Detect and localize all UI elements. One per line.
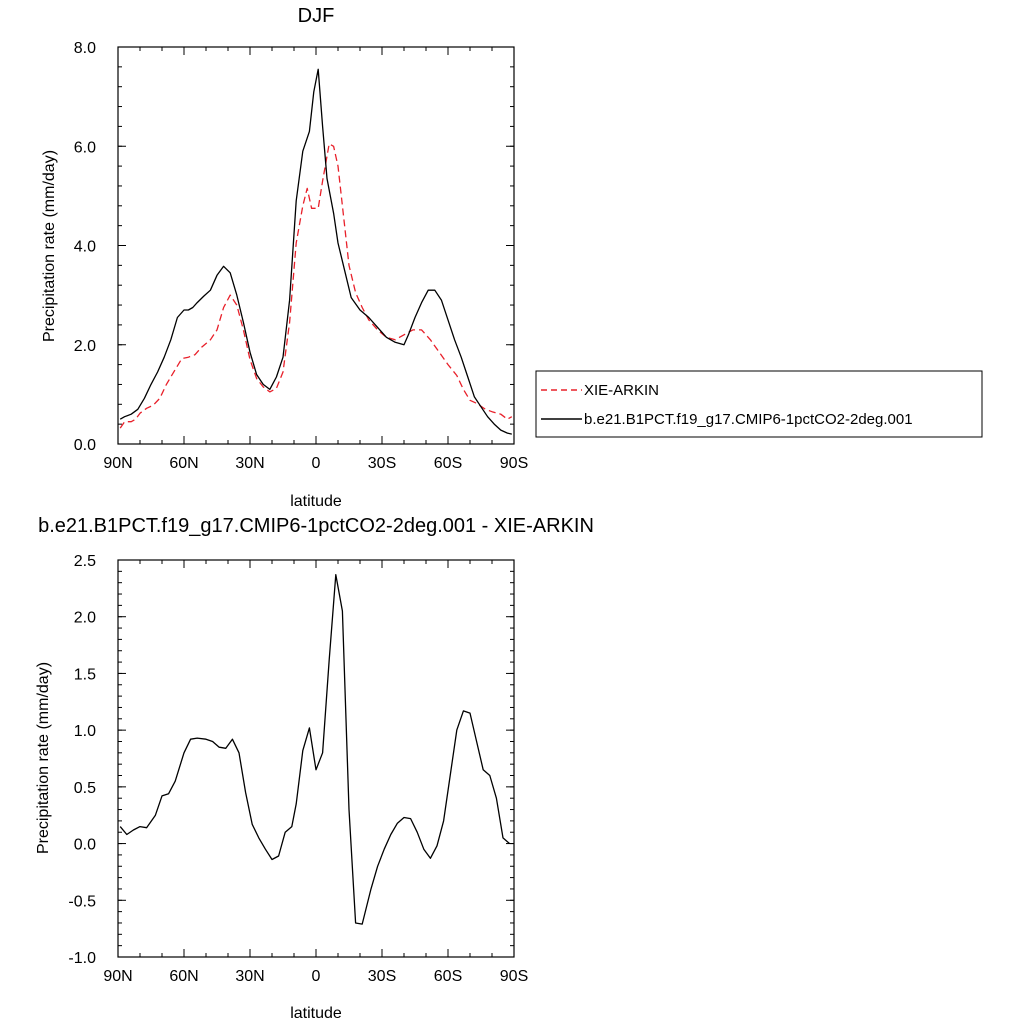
top-y-axis-label: Precipitation rate (mm/day): [41, 150, 58, 342]
top-y-tick-label: 8.0: [74, 40, 96, 57]
bottom-panel: b.e21.B1PCT.f19_g17.CMIP6-1pctCO2-2deg.0…: [35, 515, 594, 1022]
bottom-x-tick-label: 60S: [434, 968, 462, 985]
bottom-x-axis-label: latitude: [290, 1005, 342, 1022]
bottom-x-tick-label: 90S: [500, 968, 528, 985]
bottom-x-tick-label: 0: [312, 968, 321, 985]
bottom-series-lines: [119, 574, 511, 925]
bottom-x-tick-label: 30N: [235, 968, 264, 985]
top-panel: DJF 90N 60N 30N 0 30S 60S 90S 0.0 2.0 4.0 6.0 8.0 l…: [41, 5, 528, 510]
top-x-tick-label: 30S: [368, 455, 396, 472]
bottom-y-tick-label: 0.5: [74, 780, 96, 797]
top-x-tick-label: 60S: [434, 455, 462, 472]
bottom-y-tick-label: 1.0: [74, 723, 96, 740]
bottom-y-tick-label: 1.5: [74, 666, 96, 683]
top-x-tick-label: 90S: [500, 455, 528, 472]
top-x-tick-label: 30N: [235, 455, 264, 472]
legend-label-model: b.e21.B1PCT.f19_g17.CMIP6-1pctCO2-2deg.0…: [584, 411, 913, 428]
top-x-tick-label: 90N: [103, 455, 132, 472]
bottom-y-axis-label: Precipitation rate (mm/day): [35, 662, 52, 854]
bottom-chart-title: b.e21.B1PCT.f19_g17.CMIP6-1pctCO2-2deg.0…: [38, 515, 594, 537]
bottom-y-tick-label: 0.0: [74, 837, 96, 854]
bottom-y-tick-label: -0.5: [68, 893, 96, 910]
top-plot-frame: [117, 46, 515, 445]
top-x-axis-label: latitude: [290, 493, 342, 510]
bottom-axis-ticks: 90N 60N 30N 0 30S 60S 90S -1.0 -0.5 0.0 0.5 1.0 1.5 2…: [68, 553, 528, 985]
top-y-tick-label: 0.0: [74, 437, 96, 454]
legend-box: [535, 370, 983, 438]
bottom-x-tick-label: 60N: [169, 968, 198, 985]
top-chart-title: DJF: [298, 5, 335, 27]
top-y-tick-label: 6.0: [74, 139, 96, 156]
bottom-y-tick-label: 2.0: [74, 610, 96, 627]
top-series-lines: [119, 68, 513, 435]
bottom-x-tick-label: 90N: [103, 968, 132, 985]
top-series-line-2: [119, 68, 512, 435]
legend: XIE-ARKIN b.e21.B1PCT.f19_g17.CMIP6-1pct…: [535, 370, 983, 438]
top-x-tick-label: 60N: [169, 455, 198, 472]
bottom-series-line-1: [119, 574, 511, 925]
bottom-plot-frame: [117, 559, 515, 958]
bottom-y-tick-label: 2.5: [74, 553, 96, 570]
top-y-tick-label: 4.0: [74, 239, 96, 256]
bottom-y-tick-label: -1.0: [68, 950, 96, 967]
bottom-x-tick-label: 30S: [368, 968, 396, 985]
top-y-tick-label: 2.0: [74, 338, 96, 355]
legend-label-xie-arkin: XIE-ARKIN: [584, 382, 659, 399]
top-series-line-1: [119, 143, 513, 429]
top-axis-ticks: 90N 60N 30N 0 30S 60S 90S 0.0 2.0 4.0 6.0 8.0: [74, 40, 528, 472]
top-x-tick-label: 0: [312, 455, 321, 472]
